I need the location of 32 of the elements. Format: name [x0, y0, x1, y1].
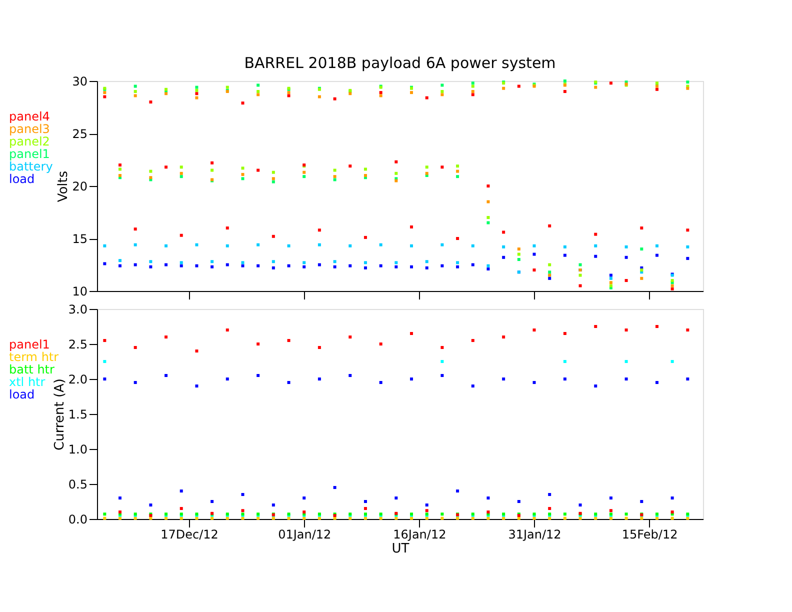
x-tick-label: 17Dec/12 [160, 528, 218, 542]
text: panel3 [9, 122, 50, 136]
text: panel1 [9, 338, 50, 352]
text: battery [9, 160, 53, 174]
y-tick-label: 25 [72, 127, 88, 141]
y-tick-label: 2.0 [68, 372, 88, 386]
y-axis-title: Current (A) [52, 378, 68, 450]
y-tick-label: 1.5 [68, 408, 88, 422]
x-tick-label: 31Jan/12 [508, 528, 562, 542]
y-tick-label: 2.5 [68, 338, 88, 352]
y-tick-label: 15 [72, 232, 88, 246]
y-tick-label: 30 [72, 74, 88, 88]
x-tick-label: 15Feb/12 [622, 528, 678, 542]
text: panel4 [9, 110, 50, 124]
y-tick-label: 1.0 [68, 442, 88, 456]
text: term htr [9, 350, 59, 364]
y-tick-label: 10 [72, 284, 88, 298]
y-tick-label: 0.0 [68, 512, 88, 526]
text: xtl htr [9, 375, 46, 390]
text: batt htr [9, 362, 55, 377]
y-tick-label: 0.5 [68, 478, 88, 492]
x-tick-label: 16Jan/12 [393, 528, 446, 542]
x-tick-label: 01Jan/12 [278, 528, 332, 542]
text: load [9, 172, 35, 186]
y-axis-title: Volts [56, 170, 72, 202]
y-tick-label: 3.0 [68, 302, 88, 316]
text: load [9, 388, 35, 402]
chart-title: BARREL 2018B payload 6A power system [244, 54, 556, 72]
y-tick-label: 20 [72, 180, 88, 194]
text: panel2 [9, 134, 50, 149]
text: panel1 [9, 147, 50, 162]
x-axis-title: UT [392, 542, 410, 556]
